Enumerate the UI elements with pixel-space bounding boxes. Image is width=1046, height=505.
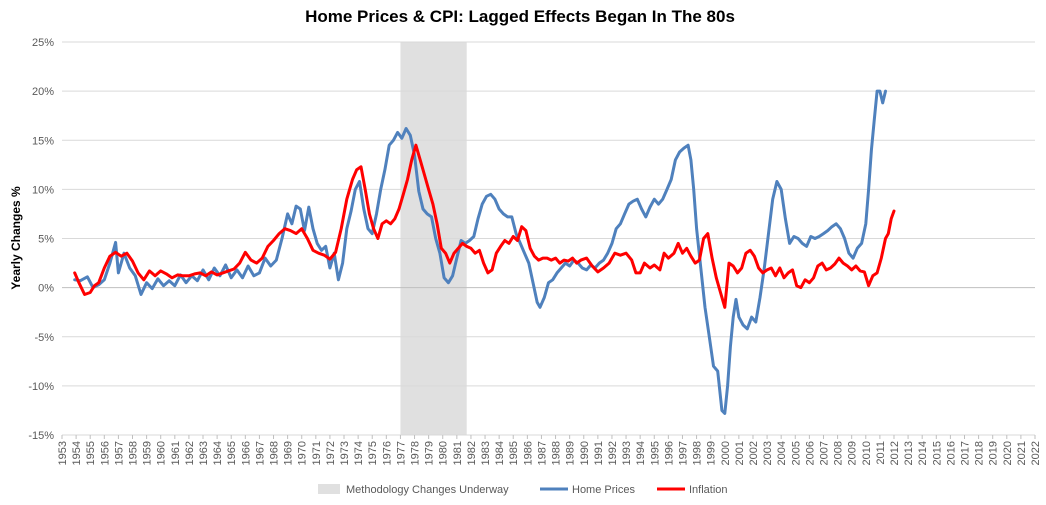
- x-tick-label: 1977: [395, 441, 407, 465]
- x-tick-label: 1968: [269, 441, 281, 465]
- x-tick-label: 1993: [621, 441, 633, 465]
- x-tick-label: 1956: [99, 441, 111, 465]
- x-tick-label: 1998: [692, 441, 704, 465]
- x-tick-label: 2014: [917, 441, 929, 465]
- x-tick-label: 2016: [945, 441, 957, 465]
- y-tick-label: 15%: [32, 135, 54, 147]
- x-tick-label: 1992: [607, 441, 619, 465]
- x-tick-label: 2010: [861, 441, 873, 465]
- legend-label-home-prices: Home Prices: [572, 484, 635, 496]
- x-tick-label: 1965: [226, 441, 238, 465]
- legend: Methodology Changes Underway Home Prices…: [318, 484, 728, 496]
- x-tick-label: 2012: [889, 441, 901, 465]
- x-tick-label: 1986: [522, 441, 534, 465]
- x-tick-label: 1958: [128, 441, 140, 465]
- x-tick-label: 1984: [494, 441, 506, 465]
- x-tick-label: 1954: [71, 441, 83, 465]
- x-tick-label: 1967: [254, 441, 266, 465]
- x-tick-label: 2022: [1030, 441, 1042, 465]
- x-tick-label: 1953: [57, 441, 69, 465]
- x-tick-label: 1957: [113, 441, 125, 465]
- x-tick-label: 1966: [240, 441, 252, 465]
- y-axis-label: Yearly Changes %: [9, 186, 23, 290]
- series-layer: [73, 89, 896, 415]
- x-tick-label: 2020: [1002, 441, 1014, 465]
- x-tick-label: 1995: [649, 441, 661, 465]
- x-tick-label: 1962: [184, 441, 196, 465]
- x-tick-label: 1959: [142, 441, 154, 465]
- x-tick-label: 1981: [452, 441, 464, 465]
- x-tick-label: 2021: [1016, 441, 1028, 465]
- legend-swatch-methodology: [318, 484, 340, 494]
- y-tick-label: -10%: [28, 381, 54, 393]
- x-tick-label: 1982: [466, 441, 478, 465]
- x-tick-label: 2003: [762, 441, 774, 465]
- y-axis-ticks: -15% -10% -5% 0% 5% 10% 15% 20% 25%: [28, 37, 54, 442]
- y-tick-label: -15%: [28, 430, 54, 442]
- x-tick-label: 1973: [339, 441, 351, 465]
- x-tick-label: 1988: [551, 441, 563, 465]
- x-tick-label: 2005: [790, 441, 802, 465]
- x-tick-label: 1960: [156, 441, 168, 465]
- x-tick-label: 1978: [410, 441, 422, 465]
- x-tick-label: 1974: [353, 441, 365, 465]
- chart-title: Home Prices & CPI: Lagged Effects Began …: [305, 7, 735, 26]
- x-tick-label: 1976: [381, 441, 393, 465]
- x-tick-label: 2004: [776, 441, 788, 465]
- x-tick-label: 1963: [198, 441, 210, 465]
- x-tick-label: 1955: [85, 441, 97, 465]
- x-tick-label: 2009: [847, 441, 859, 465]
- x-tick-label: 2002: [748, 441, 760, 465]
- x-axis-ticks: 1953 1954 1955 1956 1957 1958 1959 1960 1961 1962…: [57, 435, 1042, 465]
- x-tick-label: 1996: [663, 441, 675, 465]
- legend-label-inflation: Inflation: [689, 484, 728, 496]
- x-tick-label: 1989: [565, 441, 577, 465]
- x-tick-label: 2000: [720, 441, 732, 465]
- x-tick-label: 1961: [170, 441, 182, 465]
- x-tick-label: 1994: [635, 441, 647, 465]
- x-tick-label: 2013: [903, 441, 915, 465]
- legend-label-methodology: Methodology Changes Underway: [346, 484, 509, 496]
- y-tick-label: 5%: [38, 234, 54, 246]
- x-tick-label: 1983: [480, 441, 492, 465]
- x-tick-label: 1985: [508, 441, 520, 465]
- y-tick-label: 20%: [32, 86, 54, 98]
- x-tick-label: 2001: [734, 441, 746, 465]
- x-tick-label: 1979: [424, 441, 436, 465]
- x-tick-label: 2011: [875, 441, 887, 465]
- x-tick-label: 1980: [438, 441, 450, 465]
- x-tick-label: 2008: [833, 441, 845, 465]
- x-tick-label: 1987: [536, 441, 548, 465]
- y-tick-label: -5%: [34, 332, 54, 344]
- x-tick-label: 1991: [593, 441, 605, 465]
- y-tick-label: 0%: [38, 283, 54, 295]
- x-tick-label: 1975: [367, 441, 379, 465]
- x-tick-label: 2007: [818, 441, 830, 465]
- x-tick-label: 1964: [212, 441, 224, 465]
- x-tick-label: 1971: [311, 441, 323, 465]
- y-tick-label: 25%: [32, 37, 54, 49]
- x-tick-label: 1997: [677, 441, 689, 465]
- x-tick-label: 2017: [959, 441, 971, 465]
- x-tick-label: 2006: [804, 441, 816, 465]
- gridlines: [62, 41, 1035, 436]
- y-tick-label: 10%: [32, 184, 54, 196]
- series-line-inflation: [73, 143, 896, 309]
- x-tick-label: 2018: [974, 441, 986, 465]
- x-tick-label: 1990: [579, 441, 591, 465]
- x-tick-label: 1969: [283, 441, 295, 465]
- x-tick-label: 2015: [931, 441, 943, 465]
- x-tick-label: 2019: [988, 441, 1000, 465]
- x-tick-label: 1970: [297, 441, 309, 465]
- x-tick-label: 1999: [706, 441, 718, 465]
- x-tick-label: 1972: [325, 441, 337, 465]
